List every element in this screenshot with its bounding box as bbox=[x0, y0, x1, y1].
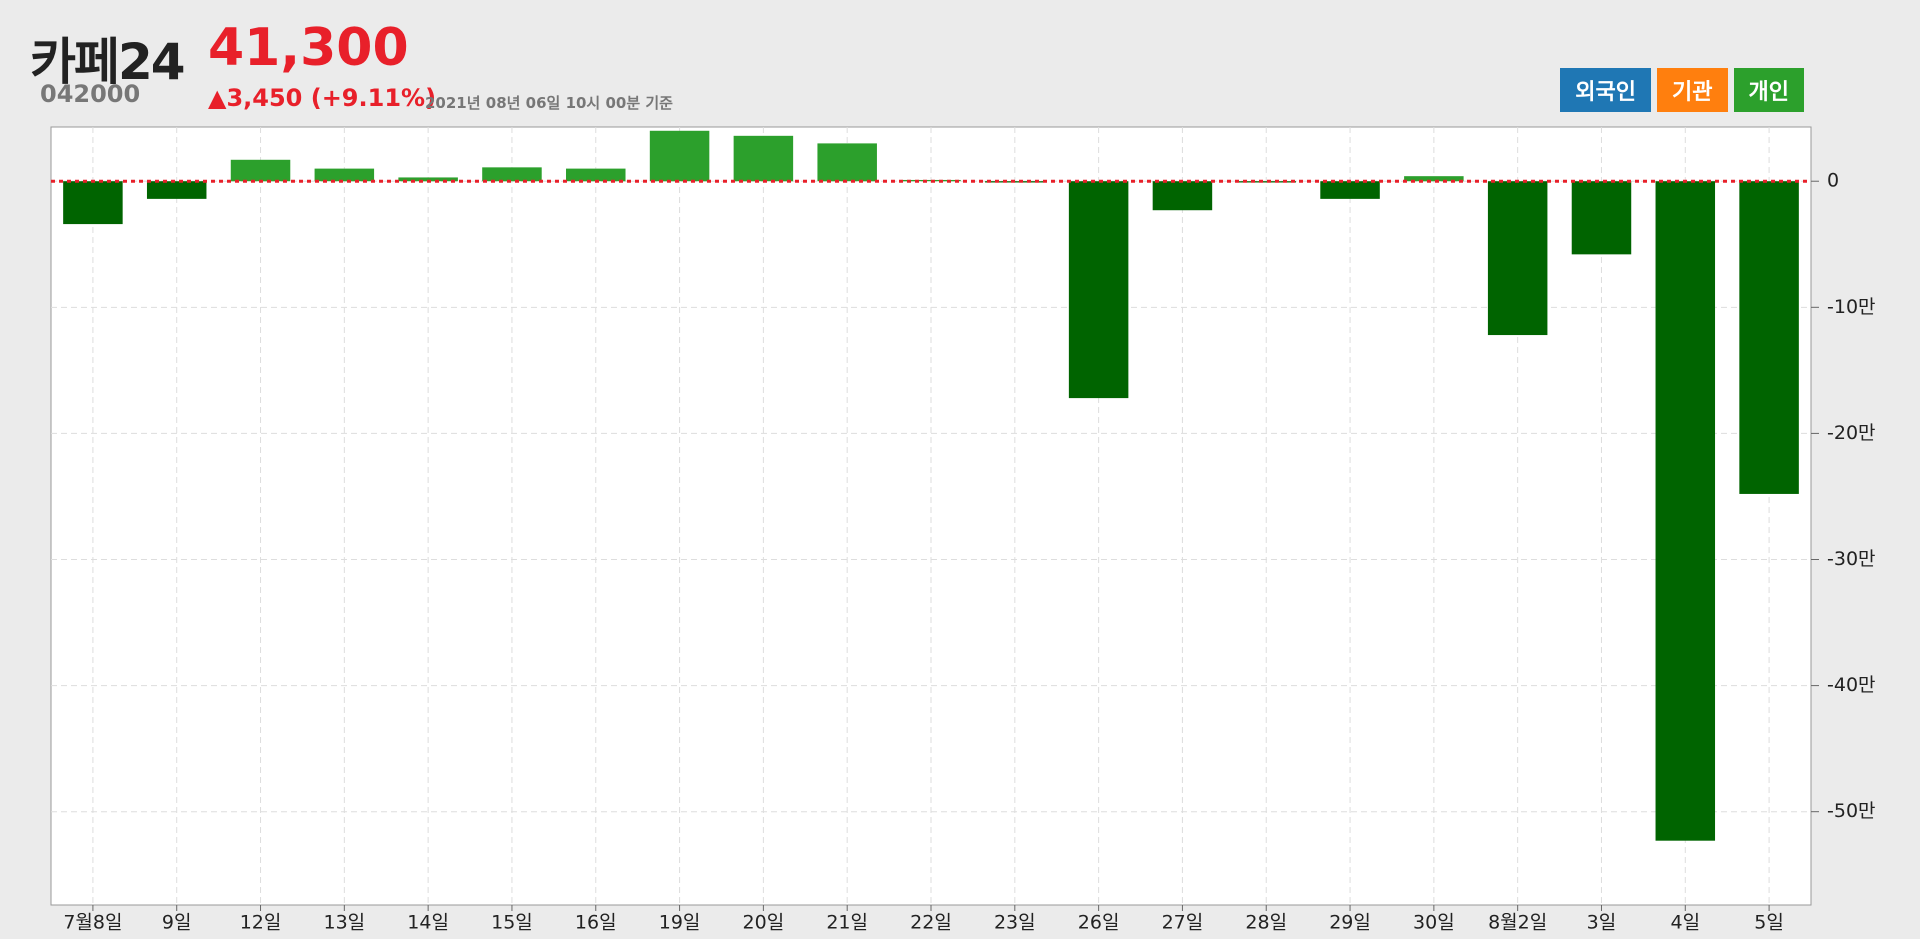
bar bbox=[1404, 176, 1464, 182]
bar bbox=[1487, 181, 1548, 336]
bar bbox=[1152, 181, 1213, 211]
x-tick-label: 12일 bbox=[240, 912, 282, 934]
bar bbox=[566, 168, 626, 182]
bar bbox=[1320, 181, 1380, 199]
x-tick-label: 4일 bbox=[1670, 912, 1700, 934]
x-tick-label: 20일 bbox=[743, 912, 785, 934]
price-change: ▲3,450 (+9.11%) bbox=[208, 84, 437, 112]
x-tick-label: 8월2일 bbox=[1488, 912, 1547, 934]
investor-buttons: 외국인 기관 개인 bbox=[1560, 68, 1804, 112]
bar bbox=[314, 168, 375, 182]
x-tick-label: 16일 bbox=[575, 912, 617, 934]
bar bbox=[146, 181, 207, 199]
bar bbox=[1236, 181, 1296, 183]
y-tick-label: -50만 bbox=[1827, 800, 1876, 822]
y-tick-label: -20만 bbox=[1827, 422, 1876, 444]
bar bbox=[1655, 181, 1716, 841]
bar bbox=[63, 181, 123, 225]
x-tick-label: 28일 bbox=[1245, 912, 1287, 934]
x-tick-label: 14일 bbox=[407, 912, 449, 934]
x-tick-label: 3일 bbox=[1587, 912, 1617, 934]
x-tick-label: 9일 bbox=[162, 912, 192, 934]
x-tick-label: 19일 bbox=[659, 912, 701, 934]
x-tick-label: 21일 bbox=[826, 912, 868, 934]
y-tick-label: -30만 bbox=[1827, 548, 1876, 570]
x-tick-label: 23일 bbox=[994, 912, 1036, 934]
y-tick-label: -10만 bbox=[1827, 296, 1876, 318]
x-tick-label: 27일 bbox=[1162, 912, 1204, 934]
y-tick-label: -40만 bbox=[1827, 674, 1876, 696]
bar bbox=[1068, 181, 1129, 399]
x-tick-label: 30일 bbox=[1413, 912, 1455, 934]
y-tick-label: 0 bbox=[1827, 170, 1839, 192]
bar bbox=[230, 159, 291, 182]
bar bbox=[482, 167, 542, 182]
price: 41,300 bbox=[208, 18, 409, 78]
x-tick-label: 26일 bbox=[1078, 912, 1120, 934]
investor-button[interactable]: 개인 bbox=[1733, 68, 1804, 112]
bar bbox=[1571, 181, 1632, 255]
bar bbox=[817, 143, 877, 182]
x-tick-label: 22일 bbox=[910, 912, 952, 934]
bar bbox=[649, 130, 710, 182]
x-tick-label: 7월8일 bbox=[63, 912, 122, 934]
stock-code: 042000 bbox=[40, 80, 141, 108]
bar bbox=[733, 135, 794, 182]
bar bbox=[398, 177, 458, 182]
x-tick-label: 13일 bbox=[323, 912, 365, 934]
investor-button[interactable]: 기관 bbox=[1657, 68, 1728, 112]
x-tick-label: 15일 bbox=[491, 912, 533, 934]
timestamp: 2021년 08년 06일 10시 00분 기준 bbox=[425, 94, 673, 112]
investor-button[interactable]: 외국인 bbox=[1560, 68, 1652, 112]
bar bbox=[1739, 181, 1799, 494]
x-tick-label: 5일 bbox=[1754, 912, 1784, 934]
x-tick-label: 29일 bbox=[1329, 912, 1371, 934]
stock-name: 카페24 bbox=[30, 33, 186, 91]
